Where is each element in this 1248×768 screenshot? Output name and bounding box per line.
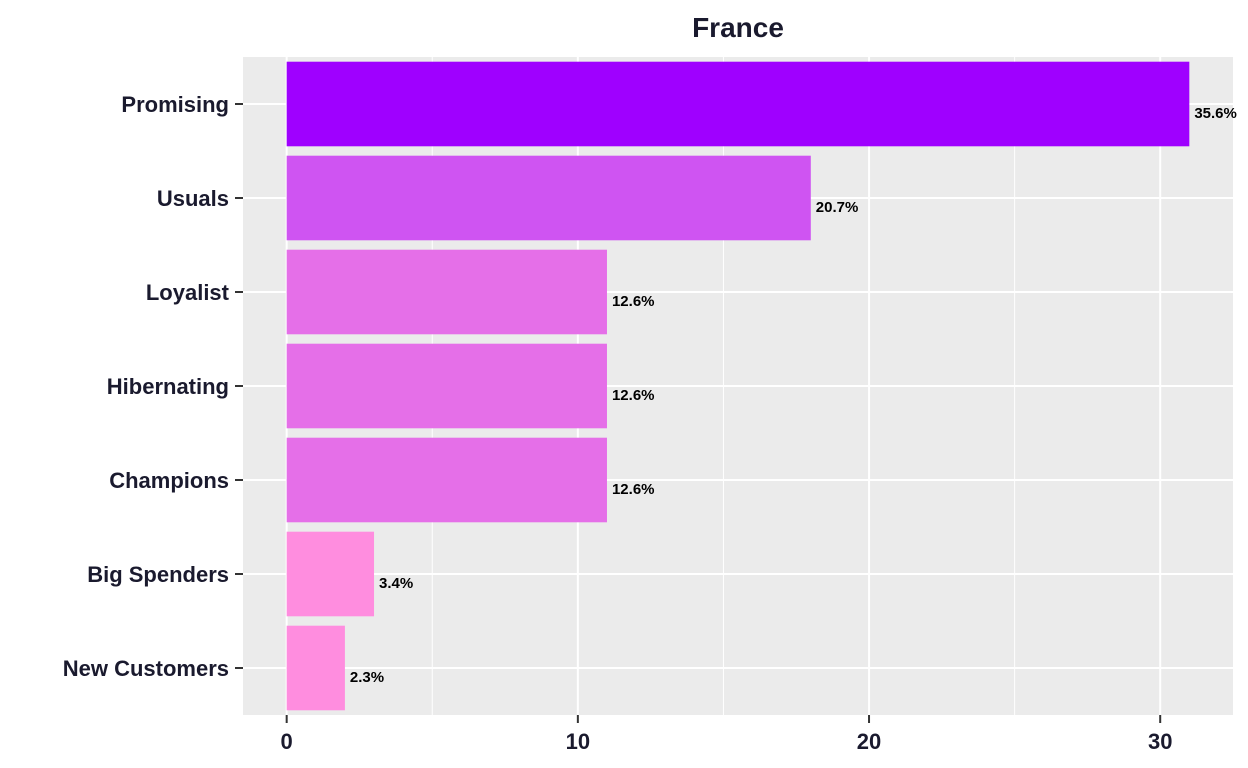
- y-tick-label: Usuals: [157, 186, 229, 211]
- data-label: 12.6%: [612, 293, 655, 310]
- bar: [286, 531, 375, 617]
- bars-group: [286, 61, 1190, 711]
- y-axis: Promising Usuals Loyalist Hibernating Champi…: [63, 92, 243, 681]
- data-label: 35.6%: [1194, 105, 1237, 122]
- y-tick-label: Promising: [121, 92, 229, 117]
- y-tick-label: Big Spenders: [87, 562, 229, 587]
- data-label: 20.7%: [816, 199, 859, 216]
- bar: [286, 61, 1190, 147]
- x-tick-label: 10: [566, 729, 590, 754]
- bar: [286, 625, 345, 711]
- data-labels-group: 35.6% 20.7% 12.6% 12.6% 12.6% 3.4% 2.3%: [350, 105, 1237, 686]
- x-tick-label: 30: [1148, 729, 1172, 754]
- data-label: 3.4%: [379, 575, 413, 592]
- data-label: 2.3%: [350, 669, 384, 686]
- chart-title: France: [692, 12, 784, 43]
- x-tick-label: 20: [857, 729, 881, 754]
- y-tick-label: Champions: [109, 468, 229, 493]
- x-axis: 0 10 20 30: [281, 715, 1172, 754]
- y-tick-label: Hibernating: [107, 374, 229, 399]
- bar: [286, 437, 607, 523]
- bar: [286, 249, 607, 335]
- data-label: 12.6%: [612, 481, 655, 498]
- bar: [286, 343, 607, 429]
- y-tick-label: Loyalist: [146, 280, 230, 305]
- data-label: 12.6%: [612, 387, 655, 404]
- y-tick-label: New Customers: [63, 656, 229, 681]
- bar: [286, 155, 811, 241]
- x-tick-label: 0: [281, 729, 293, 754]
